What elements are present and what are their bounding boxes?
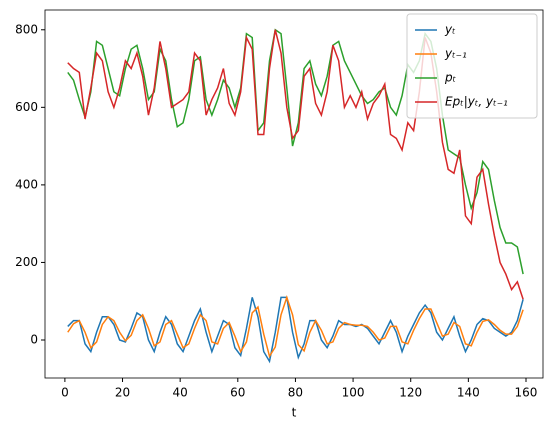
- x-tick-label: 60: [230, 386, 245, 400]
- y-tick-label: 400: [15, 177, 38, 191]
- y-tick-label: 0: [30, 332, 38, 346]
- x-tick-label: 160: [515, 386, 538, 400]
- legend-label: pₜ: [444, 71, 457, 85]
- legend-label: yₜ: [444, 23, 456, 37]
- series-line: [67, 29, 524, 300]
- x-tick-label: 40: [173, 386, 188, 400]
- plot-frame: [44, 9, 544, 379]
- x-axis-label: t: [292, 406, 297, 420]
- y-tick-label: 200: [15, 255, 38, 269]
- legend-box: [406, 13, 538, 119]
- x-tick-label: 100: [342, 386, 365, 400]
- series-line: [67, 294, 524, 359]
- y-tick-label: 600: [15, 100, 38, 114]
- x-tick-label: 120: [399, 386, 422, 400]
- y-tick-label: 800: [15, 22, 38, 36]
- legend-label: yₜ₋₁: [444, 47, 467, 61]
- x-tick-label: 20: [115, 386, 130, 400]
- series-line: [67, 296, 524, 364]
- legend-label: Epₜ|yₜ, yₜ₋₁: [445, 95, 508, 109]
- x-tick-label: 140: [457, 386, 480, 400]
- x-tick-label: 80: [288, 386, 303, 400]
- x-tick-label: 0: [61, 386, 69, 400]
